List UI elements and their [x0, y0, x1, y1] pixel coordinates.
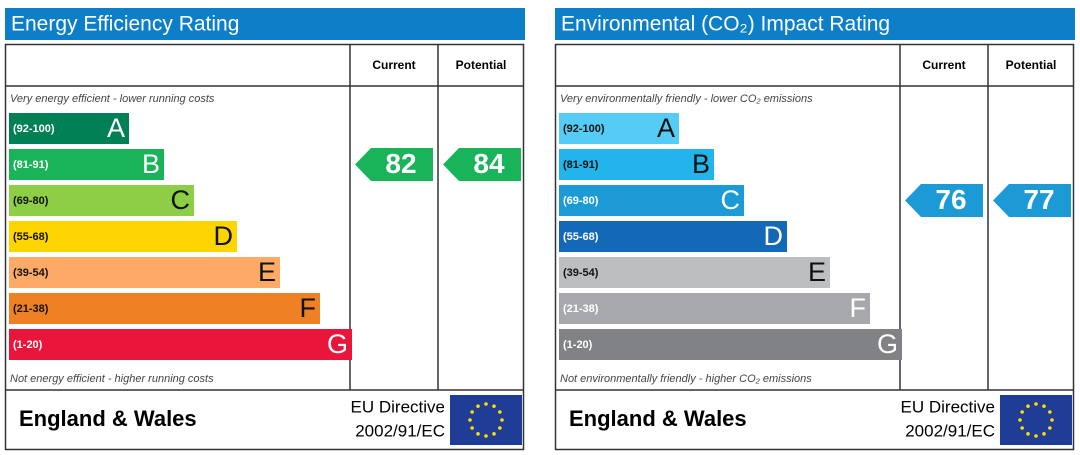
flag-star	[1048, 426, 1052, 430]
band-letter: F	[850, 293, 867, 323]
flag-star	[1048, 410, 1052, 414]
rating-value: 84	[473, 148, 505, 179]
column-header: Potential	[1006, 58, 1057, 72]
directive: 2002/91/EC	[905, 421, 995, 440]
column-header: Potential	[456, 58, 507, 72]
band-letter: E	[808, 257, 826, 287]
rating-band	[559, 221, 787, 252]
rating-arrow	[355, 148, 433, 181]
rating-band	[559, 185, 744, 216]
flag-star	[1042, 432, 1046, 436]
rating-band	[559, 149, 714, 180]
flag-star	[484, 434, 488, 438]
flag-star	[498, 426, 502, 430]
flag-star	[1018, 418, 1022, 422]
band-range: (92-100)	[563, 123, 605, 135]
rating-panel: Energy Efficiency Rating Current Potential…	[4, 8, 525, 451]
rating-arrow	[993, 184, 1071, 217]
rating-band	[9, 257, 280, 288]
band-letter: G	[327, 329, 348, 359]
flag-star	[484, 402, 488, 406]
flag-star	[1026, 404, 1030, 408]
top-note: Very energy efficient - lower running co…	[10, 93, 215, 105]
flag-star	[492, 432, 496, 436]
flag-star	[468, 418, 472, 422]
flag-star	[1034, 434, 1038, 438]
band-range: (69-80)	[563, 195, 599, 207]
column-header: Current	[922, 58, 965, 72]
flag-star	[470, 426, 474, 430]
band-letter: D	[764, 221, 784, 251]
bottom-note: Not environmentally friendly - higher CO…	[560, 373, 812, 385]
region: England & Wales	[19, 406, 197, 431]
band-range: (21-38)	[13, 303, 49, 315]
band-range: (92-100)	[13, 123, 55, 135]
rating-band	[559, 293, 870, 324]
flag-star	[470, 410, 474, 414]
rating-band	[559, 329, 902, 360]
band-range: (81-91)	[563, 159, 599, 171]
rating-value: 77	[1023, 184, 1054, 215]
band-range: (39-54)	[13, 267, 49, 279]
rating-band	[9, 113, 129, 144]
band-letter: F	[300, 293, 317, 323]
flag-star	[1034, 402, 1038, 406]
band-letter: C	[721, 185, 741, 215]
flag-star	[476, 404, 480, 408]
band-range: (39-54)	[563, 267, 599, 279]
title-bar	[555, 8, 1075, 40]
panel-frame	[554, 43, 1075, 451]
band-letter: D	[214, 221, 234, 251]
rating-band	[9, 293, 320, 324]
band-range: (21-38)	[563, 303, 599, 315]
rating-band	[9, 149, 164, 180]
panel-title: Environmental (CO₂) Impact Rating	[561, 13, 890, 36]
panel-title: Energy Efficiency Rating	[11, 13, 239, 36]
flag-star	[498, 410, 502, 414]
region: England & Wales	[569, 406, 747, 431]
flag-star	[1020, 410, 1024, 414]
title-bar	[5, 8, 525, 40]
flag-star	[500, 418, 504, 422]
rating-band	[9, 185, 194, 216]
band-letter: G	[877, 329, 898, 359]
band-letter: A	[107, 113, 125, 143]
band-range: (69-80)	[13, 195, 49, 207]
directive: EU Directive	[901, 397, 995, 416]
band-letter: E	[258, 257, 276, 287]
band-range: (55-68)	[563, 231, 599, 243]
directive: 2002/91/EC	[355, 421, 445, 440]
flag-star	[492, 404, 496, 408]
band-letter: B	[142, 149, 160, 179]
rating-band	[9, 221, 237, 252]
rating-band	[9, 329, 352, 360]
rating-band	[559, 113, 679, 144]
flag-star	[1026, 432, 1030, 436]
top-note: Very environmentally friendly - lower CO…	[560, 93, 813, 105]
band-range: (1-20)	[13, 339, 43, 351]
band-letter: B	[692, 149, 710, 179]
band-letter: A	[657, 113, 675, 143]
directive: EU Directive	[351, 397, 445, 416]
column-header: Current	[372, 58, 415, 72]
rating-arrow	[443, 148, 521, 181]
rating-band	[559, 257, 830, 288]
band-range: (81-91)	[13, 159, 49, 171]
flag-star	[1042, 404, 1046, 408]
flag-star	[1050, 418, 1054, 422]
panel-frame	[4, 43, 525, 451]
rating-value: 82	[385, 148, 416, 179]
flag-star	[1020, 426, 1024, 430]
rating-arrow	[905, 184, 983, 217]
rating-value: 76	[935, 184, 966, 215]
bottom-note: Not energy efficient - higher running co…	[10, 373, 214, 385]
band-range: (1-20)	[563, 339, 593, 351]
flag-star	[476, 432, 480, 436]
band-letter: C	[171, 185, 191, 215]
band-range: (55-68)	[13, 231, 49, 243]
rating-panel: Environmental (CO₂) Impact Rating Current…	[554, 8, 1075, 451]
